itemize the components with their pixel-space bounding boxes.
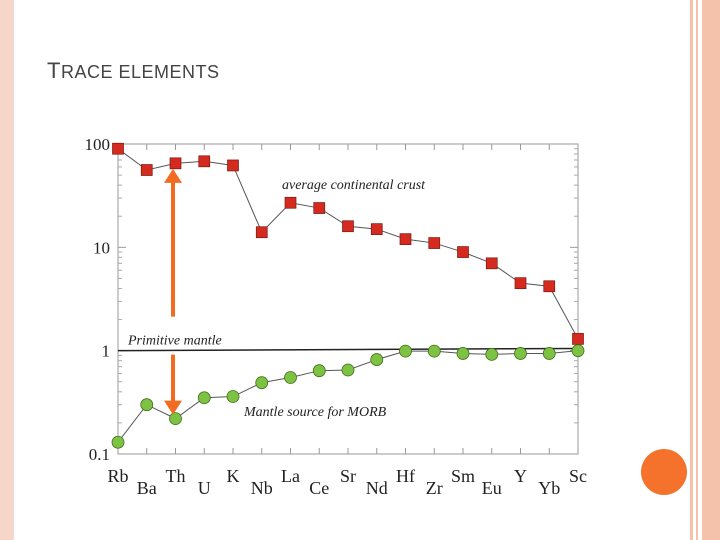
morb-data-point	[399, 344, 412, 358]
crust-data-point	[169, 157, 182, 170]
x-tick-label: Sr	[340, 466, 356, 486]
crust-data-point	[457, 246, 469, 258]
morb-data-point	[140, 398, 154, 412]
morb-data-point	[341, 363, 355, 377]
arrow-head-up	[164, 168, 182, 183]
x-tick-label: Th	[166, 466, 186, 486]
primitive-mantle-line	[117, 347, 579, 352]
slide-title: TRACE ELEMENTS	[47, 58, 220, 84]
y-tick-label: 1	[102, 342, 111, 361]
x-tick-label: Yb	[538, 478, 560, 498]
morb-data-point	[284, 371, 297, 384]
slide-title-initial: T	[47, 58, 61, 83]
series-morb-source	[111, 344, 585, 449]
crust-data-point	[514, 277, 527, 290]
morb-data-point	[571, 344, 585, 358]
x-tick-label: Rb	[107, 466, 128, 486]
x-tick-label: Eu	[482, 478, 502, 498]
x-tick-label: Y	[514, 466, 527, 486]
crust-data-point	[543, 280, 556, 293]
primitive-mantle-label: Primitive mantle	[127, 334, 222, 349]
x-tick-label: Ba	[137, 478, 157, 498]
x-tick-label: U	[198, 478, 211, 498]
morb-data-point	[111, 435, 125, 449]
x-tick-label: Nb	[251, 478, 273, 498]
morb-data-point	[514, 347, 527, 360]
x-tick-label: Nd	[366, 478, 388, 498]
crust-data-point	[112, 142, 124, 155]
crust-data-point	[227, 159, 239, 172]
morb-data-point	[456, 347, 470, 360]
right-border-decoration	[690, 0, 720, 540]
crust-data-point	[284, 196, 297, 209]
left-border-decoration	[0, 0, 14, 540]
orange-dot-decoration	[641, 449, 687, 495]
morb-data-point	[255, 376, 269, 390]
axis-ticks	[117, 143, 579, 455]
crust-data-point	[428, 237, 441, 249]
crust-data-point	[485, 257, 498, 270]
crust-data-point	[313, 202, 326, 214]
y-tick-label: 10	[93, 238, 110, 257]
morb-annotation: Mantle source for MORB	[243, 405, 387, 420]
crust-data-point	[399, 233, 412, 246]
morb-data-point	[197, 391, 211, 405]
arrow-head-down	[164, 400, 182, 415]
y-tick-label: 100	[85, 135, 111, 154]
morb-data-point	[370, 353, 384, 366]
y-tick-labels: 100 10 1 0.1	[85, 135, 111, 464]
crust-annotation: average continental crust	[282, 178, 426, 193]
x-tick-label: K	[227, 466, 240, 486]
y-tick-label: 0.1	[89, 445, 110, 464]
crust-data-point	[255, 226, 268, 239]
morb-data-point	[226, 390, 240, 403]
series-continental-crust	[112, 142, 584, 345]
double-arrow	[164, 168, 182, 415]
morb-data-point	[427, 344, 441, 358]
crust-data-point	[370, 223, 383, 235]
x-tick-labels: Rb Ba Th UK Nb La Ce Sr Nd Hf Zr Sm Eu Y Yb Sc	[107, 466, 587, 498]
morb-data-point	[169, 412, 182, 426]
morb-data-point	[542, 347, 556, 360]
slide-title-rest: RACE ELEMENTS	[60, 62, 220, 82]
crust-data-point	[572, 333, 584, 345]
crust-data-point	[198, 155, 211, 168]
morb-data-point	[312, 364, 326, 378]
morb-data-point	[485, 348, 499, 361]
crust-data-point	[140, 164, 153, 176]
x-tick-label: Sm	[451, 466, 475, 486]
x-tick-label: La	[281, 466, 300, 486]
x-tick-label: Ce	[309, 478, 329, 498]
x-tick-label: Sc	[569, 466, 587, 486]
x-tick-label: Zr	[426, 478, 443, 498]
x-tick-label: Hf	[396, 466, 415, 486]
crust-data-point	[342, 220, 354, 233]
